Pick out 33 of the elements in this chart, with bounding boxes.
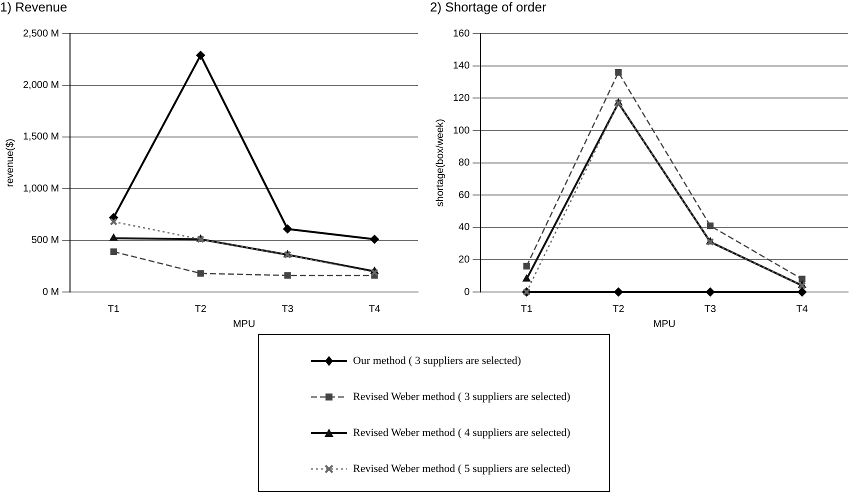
y-tick-label: 140 <box>452 60 470 72</box>
legend-label: Revised Weber method ( 4 suppliers are selected) <box>353 427 570 439</box>
y-tick-label: 1,500 M <box>22 132 60 143</box>
x-tick-label: T2 <box>612 304 625 315</box>
x-axis-title: MPU <box>653 318 676 330</box>
legend-label: Our method ( 3 suppliers are selected) <box>353 355 521 367</box>
x-tick-label: T4 <box>368 304 381 315</box>
y-axis-title: revenue($) <box>4 138 16 187</box>
y-tick-label: 80 <box>458 158 470 169</box>
y-tick-label: 2,500 M <box>22 28 60 40</box>
y-tick-label: 120 <box>452 92 470 104</box>
y-tick-label: 1,000 M <box>22 183 60 194</box>
x-tick-label: T1 <box>108 304 120 315</box>
y-tick-label: 160 <box>452 28 470 40</box>
x-tick-label: T1 <box>520 304 533 315</box>
y-tick-label: 0 <box>464 286 470 298</box>
y-tick-label: 2,000 M <box>22 80 60 92</box>
legend-label: Revised Weber method ( 3 suppliers are selected) <box>353 391 570 403</box>
y-tick-label: 20 <box>458 254 470 266</box>
x-axis-title: MPU <box>232 318 256 330</box>
chart-title: 2) Shortage of order <box>430 0 548 14</box>
y-tick-label: 60 <box>458 190 470 201</box>
y-axis-title: shortage(box/week) <box>434 118 446 207</box>
y-tick-label: 100 <box>452 125 470 136</box>
y-tick-label: 0 M <box>42 286 60 298</box>
x-tick-label: T2 <box>194 304 207 315</box>
x-tick-label: T3 <box>282 304 294 315</box>
y-tick-label: 40 <box>458 222 470 234</box>
y-tick-label: 500 M <box>31 235 60 246</box>
x-tick-label: T3 <box>704 304 717 315</box>
x-tick-label: T4 <box>796 304 808 315</box>
chart-title: 1) Revenue <box>0 0 68 14</box>
legend-label: Revised Weber method ( 5 suppliers are selected) <box>353 463 570 475</box>
